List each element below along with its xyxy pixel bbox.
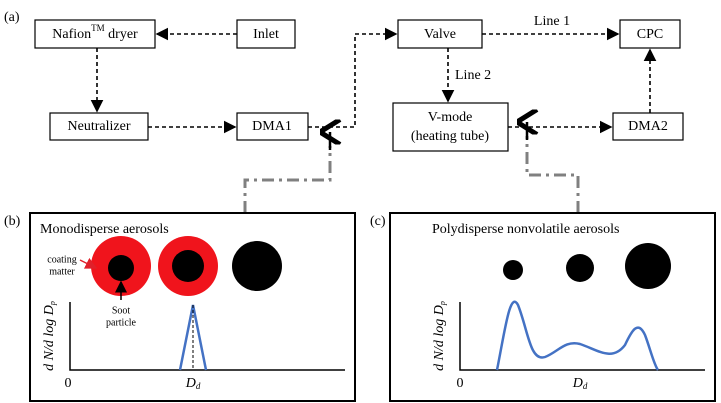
panel-label: (a) xyxy=(4,10,20,25)
particle xyxy=(625,243,671,289)
particle xyxy=(566,254,594,282)
sub: d xyxy=(196,381,201,391)
node-label: DMA2 xyxy=(628,119,668,134)
annotation: Soot xyxy=(112,305,131,316)
edge-label: Line 1 xyxy=(534,14,570,29)
node-label: CPC xyxy=(637,27,663,42)
flow-arrows xyxy=(97,34,650,213)
particle xyxy=(232,241,282,291)
diagram: (a) NafionTM dryer Inlet Neutralizer DMA… xyxy=(0,0,721,403)
origin-label: 0 xyxy=(457,376,464,391)
sub: p xyxy=(48,301,57,306)
node-label: DMA1 xyxy=(252,119,292,134)
soot-core xyxy=(108,255,134,281)
text: Nafion xyxy=(52,27,91,42)
y-axis-label: d N/d log Dp xyxy=(432,301,447,371)
text: d N/d log D xyxy=(432,305,447,371)
node-label: V-mode xyxy=(428,110,473,125)
annotation: particle xyxy=(106,317,137,328)
panel-label: (b) xyxy=(4,214,21,229)
node-label: Valve xyxy=(424,27,456,42)
sub: p xyxy=(438,301,447,306)
panel-title: Polydisperse nonvolatile aerosols xyxy=(432,222,619,237)
origin-label: 0 xyxy=(65,376,72,391)
annotation: matter xyxy=(49,266,75,277)
node-label: Neutralizer xyxy=(68,119,131,134)
sub: d xyxy=(583,381,588,391)
text: d N/d log D xyxy=(42,305,57,371)
edge-label: Line 2 xyxy=(455,68,491,83)
particle xyxy=(503,260,523,280)
text: dryer xyxy=(105,27,138,42)
annotation: coating xyxy=(47,254,76,265)
node-label: Inlet xyxy=(253,27,279,42)
panel-title: Monodisperse aerosols xyxy=(40,222,169,237)
y-axis-label: d N/d log Dp xyxy=(42,301,57,371)
panel-label: (c) xyxy=(370,214,386,229)
text: D xyxy=(185,376,196,391)
soot-core xyxy=(172,250,204,282)
text: D xyxy=(572,376,583,391)
sup: TM xyxy=(91,23,105,33)
node-label: (heating tube) xyxy=(411,129,489,144)
